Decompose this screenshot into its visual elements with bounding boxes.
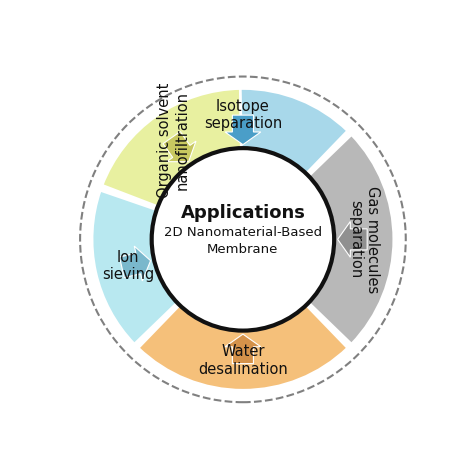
FancyArrow shape — [225, 334, 261, 364]
Text: Applications: Applications — [181, 204, 305, 222]
FancyBboxPatch shape — [183, 242, 302, 257]
Text: Isotope
separation: Isotope separation — [204, 99, 282, 131]
FancyArrow shape — [225, 115, 261, 145]
Circle shape — [152, 148, 334, 331]
Wedge shape — [138, 89, 348, 174]
Wedge shape — [102, 89, 241, 207]
Text: Membrane: Membrane — [207, 243, 279, 256]
Wedge shape — [138, 305, 348, 390]
Text: Organic solvent
nanofiltration: Organic solvent nanofiltration — [157, 82, 190, 198]
Wedge shape — [309, 135, 394, 344]
Wedge shape — [92, 190, 177, 344]
FancyArrow shape — [119, 246, 151, 281]
Text: Gas molecules
separation: Gas molecules separation — [348, 186, 380, 293]
FancyArrow shape — [337, 221, 367, 257]
Text: Water
desalination: Water desalination — [198, 344, 288, 377]
Text: Ion
sieving: Ion sieving — [102, 250, 155, 282]
Text: 2D Nanomaterial-Based: 2D Nanomaterial-Based — [164, 226, 322, 239]
Circle shape — [155, 151, 331, 328]
FancyArrow shape — [163, 132, 196, 162]
